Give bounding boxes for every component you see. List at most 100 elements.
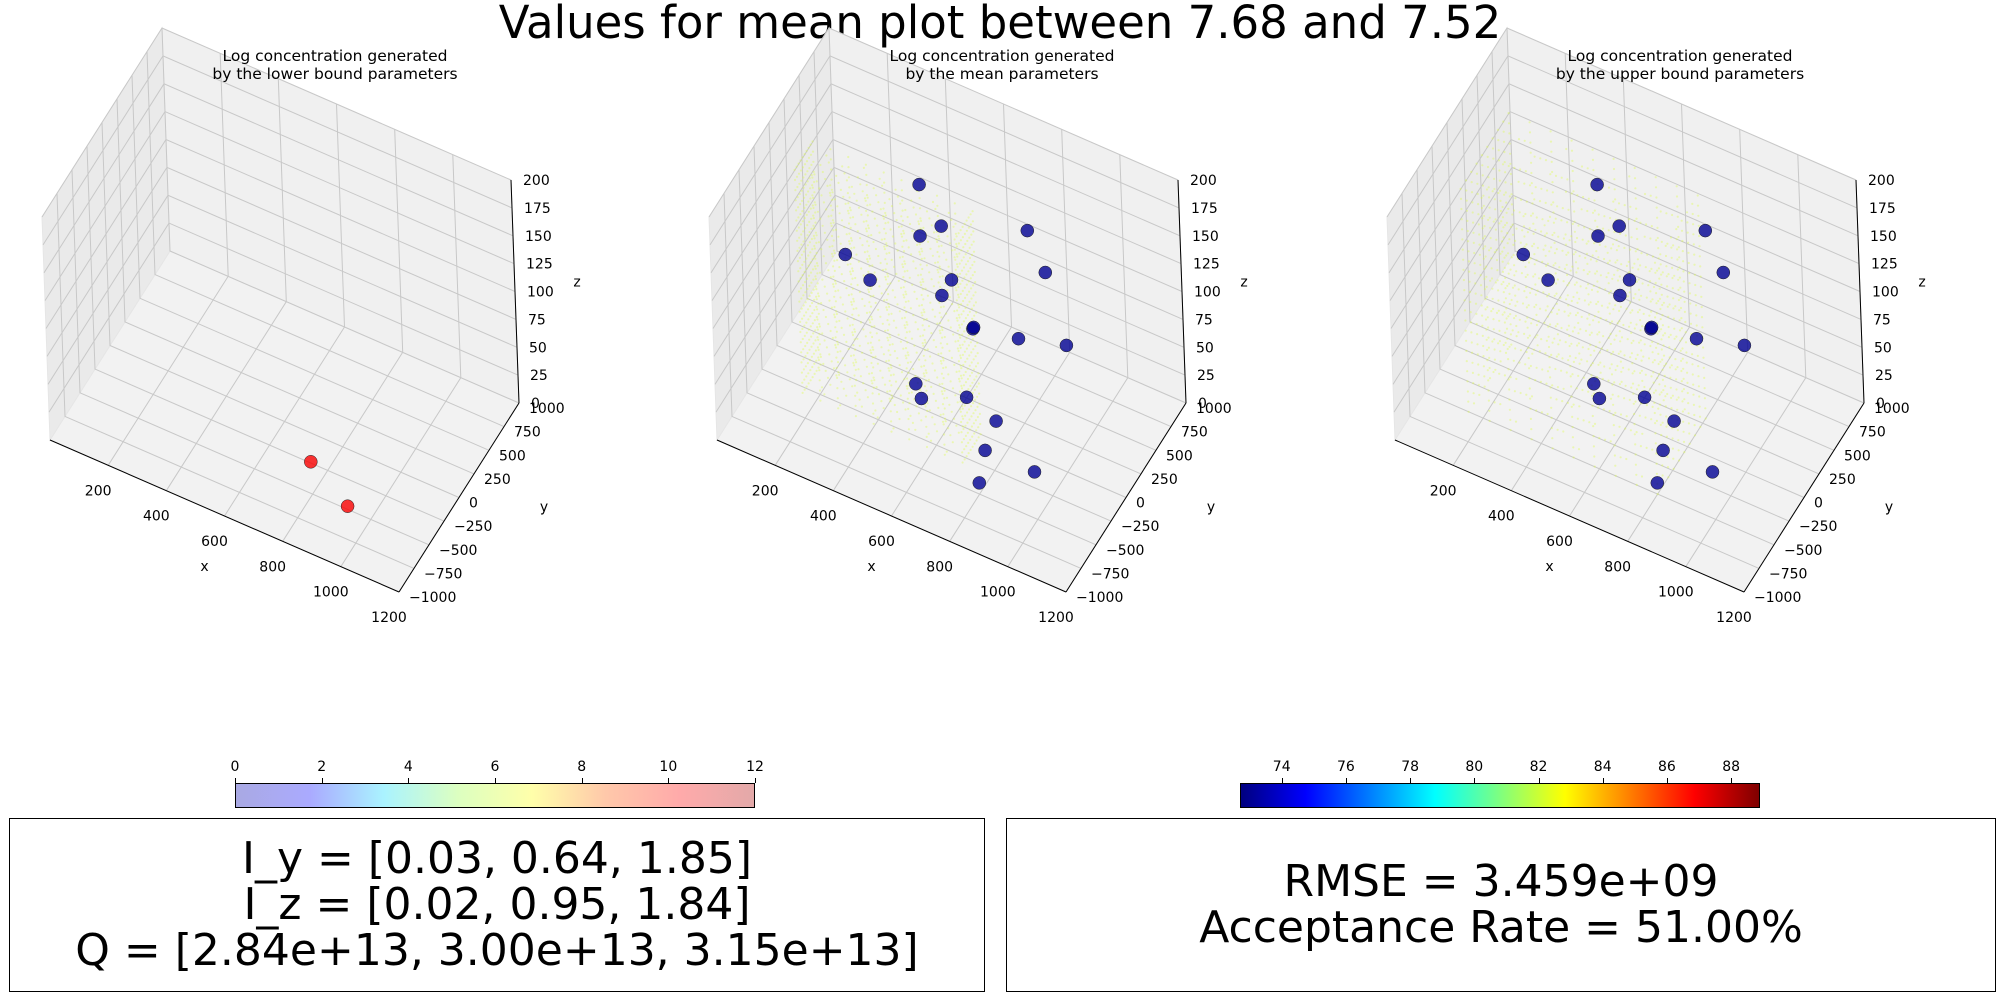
concentration-cloud-dot — [878, 177, 881, 180]
concentration-cloud-dot — [961, 461, 964, 464]
concentration-cloud-dot — [805, 385, 808, 388]
concentration-cloud-dot — [1485, 338, 1488, 341]
concentration-cloud-dot — [811, 322, 814, 325]
concentration-cloud-dot — [1587, 390, 1590, 393]
concentration-cloud-dot — [1497, 342, 1500, 345]
concentration-cloud-dot — [1467, 400, 1470, 403]
concentration-cloud-dot — [974, 398, 977, 401]
concentration-cloud-dot — [1528, 227, 1531, 230]
concentration-cloud-dot — [1531, 352, 1534, 355]
concentration-cloud-dot — [1637, 278, 1640, 281]
concentration-cloud-dot — [808, 167, 811, 170]
concentration-cloud-dot — [1487, 176, 1490, 179]
concentration-cloud-dot — [1645, 223, 1648, 226]
concentration-cloud-dot — [914, 267, 917, 270]
concentration-cloud-dot — [949, 326, 952, 329]
concentration-cloud-dot — [1477, 223, 1480, 226]
sensor-point-13 — [1020, 223, 1035, 238]
concentration-cloud-dot — [1581, 238, 1584, 241]
concentration-cloud-dot — [804, 355, 807, 358]
concentration-cloud-dot — [967, 216, 970, 219]
concentration-cloud-dot — [1567, 359, 1570, 362]
concentration-cloud-dot — [852, 307, 855, 311]
concentration-cloud-dot — [1623, 354, 1626, 357]
concentration-cloud-dot — [968, 428, 971, 431]
concentration-cloud-dot — [964, 381, 968, 384]
concentration-cloud-dot — [1696, 354, 1699, 357]
concentration-cloud-dot — [1541, 260, 1544, 263]
concentration-cloud-dot — [880, 400, 883, 403]
concentration-cloud-dot — [871, 382, 874, 385]
concentration-cloud-dot — [808, 241, 811, 244]
concentration-cloud-dot — [815, 295, 818, 298]
z-axis-label: z — [1918, 275, 1925, 291]
concentration-cloud-dot — [959, 239, 962, 242]
concentration-cloud-dot — [797, 280, 800, 283]
concentration-cloud-dot — [966, 367, 969, 370]
concentration-cloud-dot — [1673, 337, 1676, 340]
concentration-cloud-dot — [876, 362, 879, 365]
concentration-cloud-dot — [847, 166, 850, 169]
concentration-cloud-dot — [1612, 424, 1615, 427]
concentration-cloud-dot — [1549, 323, 1552, 326]
concentration-cloud-dot — [1617, 395, 1620, 398]
concentration-cloud-dot — [889, 228, 892, 231]
concentration-cloud-dot — [925, 389, 928, 392]
concentration-cloud-dot — [964, 253, 967, 256]
concentration-cloud-dot — [837, 407, 840, 410]
concentration-cloud-dot — [1508, 345, 1511, 348]
concentration-cloud-dot — [974, 409, 977, 412]
concentration-cloud-dot — [797, 226, 800, 229]
concentration-cloud-dot — [863, 251, 866, 254]
concentration-cloud-dot — [1629, 356, 1632, 359]
concentration-cloud-dot — [816, 308, 819, 311]
concentration-cloud-dot — [1695, 324, 1698, 327]
grid-lines — [41, 27, 520, 593]
concentration-cloud-dot — [1492, 167, 1495, 170]
concentration-cloud-dot — [1664, 395, 1667, 398]
concentration-cloud-dot — [835, 312, 838, 316]
concentration-cloud-dot — [1504, 276, 1507, 280]
concentration-cloud-dot — [1564, 243, 1568, 246]
concentration-cloud-dot — [909, 414, 912, 417]
concentration-cloud-dot — [1661, 271, 1664, 274]
concentration-cloud-dot — [1551, 437, 1554, 440]
concentration-cloud-dot — [933, 369, 936, 372]
concentration-cloud-dot — [1668, 356, 1671, 359]
concentration-cloud-dot — [811, 140, 814, 143]
concentration-cloud-dot — [1472, 392, 1475, 395]
concentration-cloud-dot — [976, 352, 979, 355]
concentration-cloud-dot — [1533, 155, 1536, 158]
concentration-cloud-dot — [1593, 349, 1596, 352]
concentration-cloud-dot — [1548, 356, 1551, 359]
concentration-cloud-dot — [1534, 293, 1537, 296]
concentration-cloud-dot — [1556, 322, 1559, 326]
concentration-cloud-dot — [1611, 277, 1614, 280]
concentration-cloud-dot — [907, 246, 910, 249]
concentration-cloud-dot — [1488, 366, 1491, 370]
concentration-cloud-dot — [964, 370, 967, 374]
concentration-cloud-dot — [972, 402, 975, 405]
grid-line-z — [1388, 83, 1859, 274]
concentration-cloud-dot — [1509, 333, 1512, 336]
concentration-cloud-dot — [1491, 340, 1494, 343]
concentration-cloud-dot — [1490, 267, 1493, 270]
concentration-cloud-dot — [1466, 380, 1469, 383]
concentration-cloud-dot — [972, 250, 976, 253]
concentration-cloud-dot — [1509, 268, 1512, 271]
colorbar-tick — [581, 778, 583, 783]
concentration-cloud-dot — [962, 363, 965, 367]
concentration-cloud-dot — [807, 200, 810, 203]
concentration-cloud-dot — [1477, 373, 1480, 376]
concentration-cloud-dot — [1480, 304, 1483, 307]
concentration-cloud-dot — [813, 255, 816, 258]
concentration-cloud-dot — [1580, 208, 1583, 211]
concentration-cloud-dot — [1681, 357, 1684, 360]
concentration-cloud-dot — [889, 364, 892, 367]
concentration-cloud-dot — [899, 202, 902, 205]
concentration-cloud-dot — [1625, 415, 1628, 418]
z-tick-label: 150 — [525, 229, 552, 245]
concentration-cloud-dot — [1501, 163, 1505, 166]
concentration-cloud-dot — [1632, 339, 1635, 342]
concentration-cloud-dot — [1526, 231, 1529, 234]
